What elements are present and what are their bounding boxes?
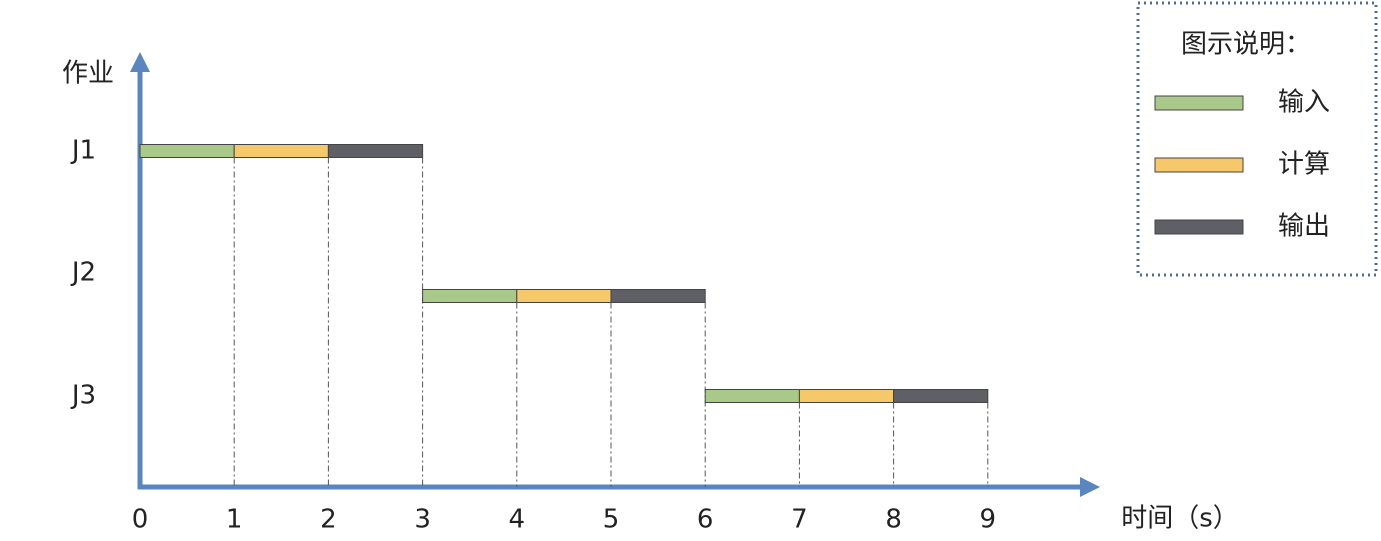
legend-swatch bbox=[1154, 157, 1244, 173]
legend-label: 输入 bbox=[1278, 88, 1330, 118]
y-tick-label: J2 bbox=[70, 258, 96, 288]
legend-swatch bbox=[1154, 219, 1244, 235]
bar-segment bbox=[704, 389, 800, 403]
y-tick-label: J3 bbox=[70, 381, 96, 411]
bar-segment bbox=[893, 389, 989, 403]
bar-segment bbox=[610, 289, 706, 303]
x-tick-label: 5 bbox=[603, 505, 620, 535]
y-tick-label: J1 bbox=[70, 136, 96, 166]
bar-segment bbox=[516, 289, 612, 303]
legend-label: 计算 bbox=[1278, 150, 1330, 180]
x-tick-label: 7 bbox=[791, 505, 808, 535]
legend-swatch bbox=[1154, 95, 1244, 111]
x-axis-label: 时间（s） bbox=[1121, 504, 1239, 534]
x-tick-label: 2 bbox=[320, 505, 337, 535]
x-tick-label: 1 bbox=[226, 505, 243, 535]
bar-segment bbox=[233, 144, 329, 158]
x-tick-label: 9 bbox=[980, 505, 997, 535]
bar-segment bbox=[139, 144, 235, 158]
legend-box bbox=[1136, 1, 1378, 277]
y-axis-label: 作业 bbox=[62, 59, 114, 89]
legend-title: 图示说明： bbox=[1181, 30, 1311, 60]
legend-label: 输出 bbox=[1278, 212, 1330, 242]
x-tick-label: 4 bbox=[509, 505, 526, 535]
x-tick-label: 0 bbox=[132, 505, 149, 535]
bar-segment bbox=[422, 289, 518, 303]
bar-segment bbox=[798, 389, 895, 403]
x-tick-label: 8 bbox=[885, 505, 902, 535]
x-tick-label: 3 bbox=[414, 505, 431, 535]
x-tick-label: 6 bbox=[697, 505, 714, 535]
bar-segment bbox=[327, 144, 424, 158]
